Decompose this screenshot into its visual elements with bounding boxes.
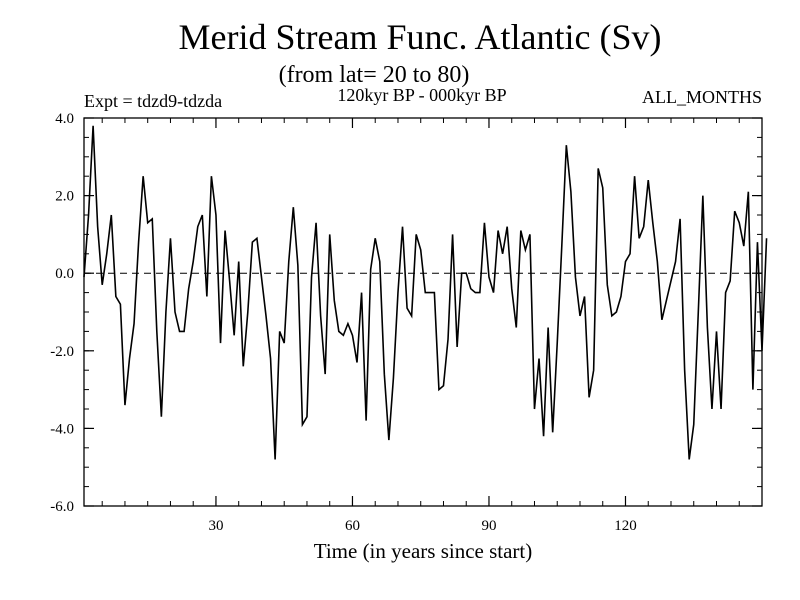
x-axis: 30 60 90 120 xyxy=(208,118,637,534)
series-layer xyxy=(83,125,768,460)
y-tick-label: 4.0 xyxy=(55,111,74,127)
y-axis: 4.0 2.0 0.0 -2.0 -4.0 -6.0 xyxy=(50,111,762,515)
chart-title: Merid Stream Func. Atlantic (Sv) xyxy=(179,17,662,57)
y-tick-label: -6.0 xyxy=(50,499,74,515)
x-tick-label: 60 xyxy=(345,518,360,534)
x-tick-label: 90 xyxy=(481,518,496,534)
x-tick-label: 30 xyxy=(208,518,223,534)
x-tick-label: 120 xyxy=(614,518,637,534)
experiment-label: Expt = tdzd9-tdzda xyxy=(84,91,222,111)
y-tick-label: -4.0 xyxy=(50,421,74,437)
y-tick-label: -2.0 xyxy=(50,344,74,360)
y-tick-label: 2.0 xyxy=(55,189,74,205)
series-line xyxy=(83,125,768,460)
months-label: ALL_MONTHS xyxy=(642,87,762,107)
y-tick-label: 0.0 xyxy=(55,266,74,282)
chart-subtitle: (from lat= 20 to 80) xyxy=(279,62,470,88)
period-label: 120kyr BP - 000kyr BP xyxy=(337,85,506,105)
x-axis-label: Time (in years since start) xyxy=(314,539,533,563)
